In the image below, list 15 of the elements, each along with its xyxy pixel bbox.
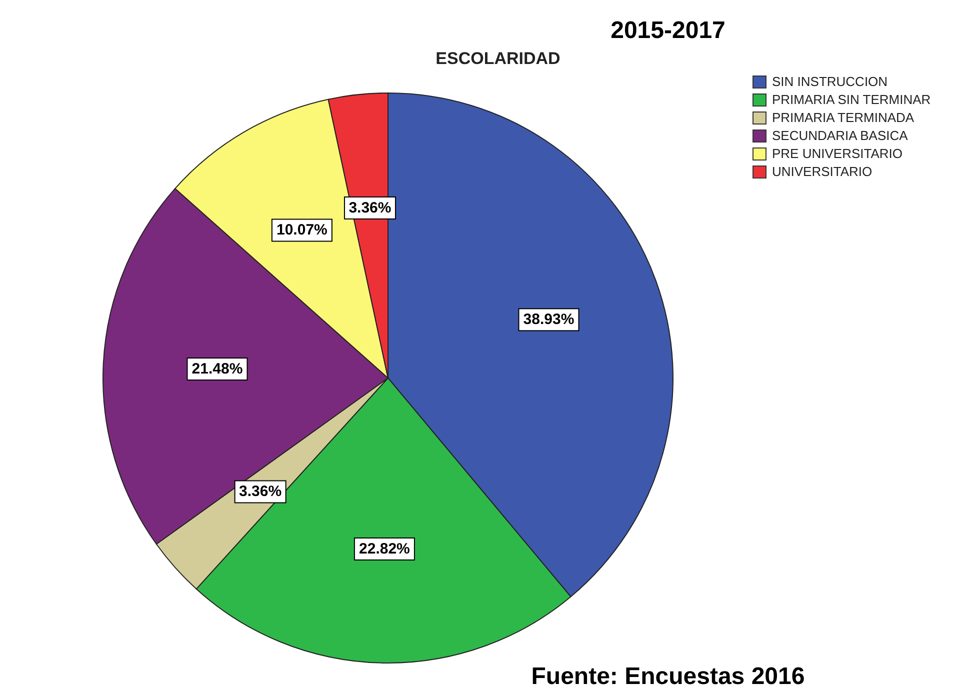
legend-label: PRIMARIA TERMINADA — [772, 110, 914, 125]
data-label: 10.07% — [276, 222, 328, 239]
data-label: 38.93% — [523, 311, 574, 328]
legend-label: SECUNDARIA BASICA — [772, 128, 908, 143]
chart-subtitle: 2015-2017 — [610, 17, 726, 44]
legend-label: SIN INSTRUCCION — [772, 74, 888, 89]
data-label: 21.48% — [192, 360, 243, 378]
legend-label: PRE UNIVERSITARIO — [772, 146, 903, 161]
chart-title: ESCOLARIDAD — [436, 49, 560, 68]
data-label: 22.82% — [359, 540, 410, 558]
source-note: Fuente: Encuestas 2016 — [531, 663, 805, 690]
data-label: 3.36% — [239, 483, 282, 500]
legend-label: UNIVERSITARIO — [772, 164, 872, 179]
data-label: 3.36% — [348, 199, 392, 216]
legend-label: PRIMARIA SIN TERMINAR — [772, 92, 931, 107]
